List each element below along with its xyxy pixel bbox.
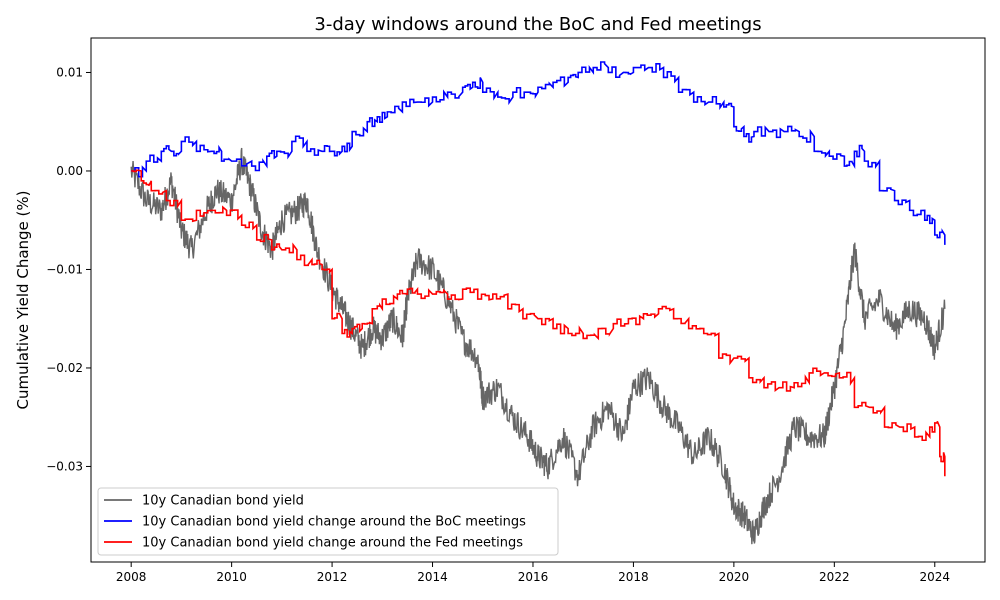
x-tick-label: 2022 [819,570,850,584]
series-line-3 [131,169,946,477]
x-tick-label: 2014 [417,570,448,584]
legend-label-3: 10y Canadian bond yield change around th… [142,536,523,551]
x-tick-label: 2020 [719,570,750,584]
x-tick-label: 2018 [618,570,649,584]
chart-title: 3-day windows around the BoC and Fed mee… [314,14,761,35]
series-line-1 [130,147,946,545]
y-tick-label: 0.00 [56,164,83,178]
series-layer [130,61,946,545]
x-axis: 2008 2010 2012 2014 2016 2018 2020 2022 2024 [116,562,950,584]
x-tick-label: 2024 [920,570,951,584]
series-line-2 [131,61,946,245]
x-tick-label: 2012 [317,570,348,584]
y-tick-label: −0.03 [46,459,83,473]
legend-box [97,487,559,556]
y-tick-label: −0.02 [46,361,83,375]
y-tick-label: −0.01 [46,262,83,276]
legend-label-1: 10y Canadian bond yield [142,494,304,509]
y-axis: 0.01 0.00 −0.01 −0.02 −0.03 [46,65,91,473]
plot-frame [90,37,986,563]
legend-label-2: 10y Canadian bond yield change around th… [142,515,526,530]
x-tick-label: 2016 [518,570,549,584]
x-tick-label: 2008 [116,570,147,584]
y-tick-label: 0.01 [56,65,83,79]
y-axis-label: Cumulative Yield Change (%) [14,190,32,409]
plot-area: 2008 2010 2012 2014 2016 2018 2020 2022 2024 0.0… [46,37,986,584]
legend: 10y Canadian bond yield 10y Canadian bond… [97,487,559,556]
x-tick-label: 2010 [216,570,247,584]
